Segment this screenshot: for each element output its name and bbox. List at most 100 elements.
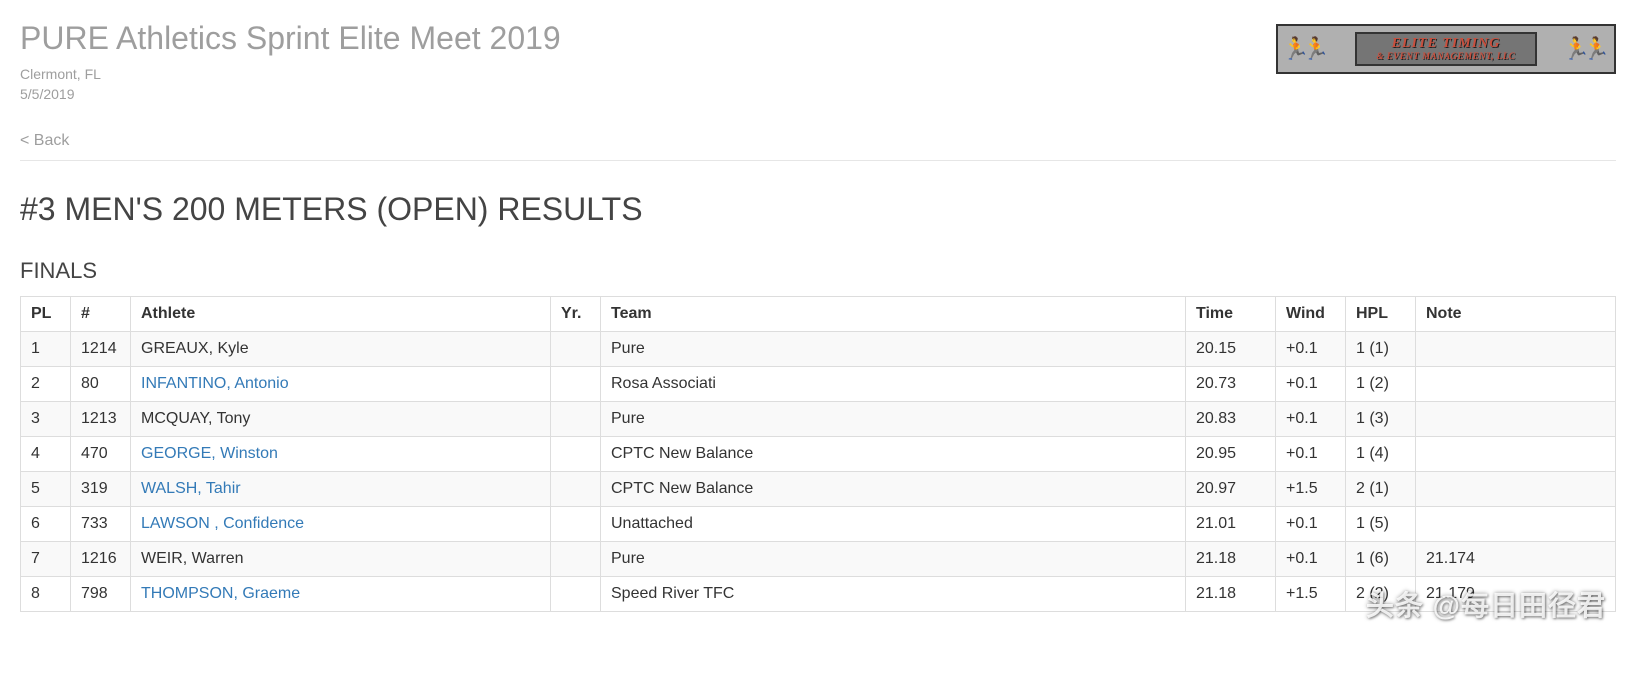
cell-hpl: 1 (4) — [1346, 437, 1416, 472]
cell-note — [1416, 332, 1616, 367]
cell-team: Unattached — [601, 507, 1186, 542]
runner-icon: 🏃 — [1583, 36, 1610, 62]
table-row: 6733LAWSON , ConfidenceUnattached21.01+0… — [21, 507, 1616, 542]
athlete-link[interactable]: LAWSON , Confidence — [141, 515, 304, 532]
cell-pl: 6 — [21, 507, 71, 542]
cell-time: 20.73 — [1186, 367, 1276, 402]
cell-note — [1416, 437, 1616, 472]
cell-pl: 3 — [21, 402, 71, 437]
cell-num: 1216 — [71, 542, 131, 577]
cell-pl: 7 — [21, 542, 71, 577]
meet-title: PURE Athletics Sprint Elite Meet 2019 — [20, 20, 561, 57]
col-header-wind: Wind — [1276, 297, 1346, 332]
cell-team: Pure — [601, 402, 1186, 437]
athlete-link[interactable]: WALSH, Tahir — [141, 480, 241, 497]
col-header-note: Note — [1416, 297, 1616, 332]
cell-wind: +0.1 — [1276, 542, 1346, 577]
cell-num: 1214 — [71, 332, 131, 367]
event-title: #3 MEN'S 200 METERS (OPEN) RESULTS — [20, 191, 1616, 228]
cell-wind: +0.1 — [1276, 507, 1346, 542]
cell-yr — [551, 507, 601, 542]
cell-wind: +1.5 — [1276, 472, 1346, 507]
cell-team: Pure — [601, 332, 1186, 367]
cell-hpl: 1 (2) — [1346, 367, 1416, 402]
col-header-yr: Yr. — [551, 297, 601, 332]
section-title: FINALS — [20, 258, 1616, 284]
cell-note: 21.179 — [1416, 577, 1616, 612]
results-table: PL # Athlete Yr. Team Time Wind HPL Note… — [20, 296, 1616, 612]
cell-note — [1416, 367, 1616, 402]
cell-wind: +0.1 — [1276, 402, 1346, 437]
runner-icon: 🏃 — [1302, 36, 1329, 62]
cell-time: 20.83 — [1186, 402, 1276, 437]
table-row: 5319 WALSH, Tahir CPTC New Balance20.97+1.… — [21, 472, 1616, 507]
col-header-team: Team — [601, 297, 1186, 332]
cell-athlete: THOMPSON, Graeme — [131, 577, 551, 612]
table-row: 4470 GEORGE, Winston CPTC New Balance20.95… — [21, 437, 1616, 472]
col-header-time: Time — [1186, 297, 1276, 332]
cell-time: 20.15 — [1186, 332, 1276, 367]
back-link[interactable]: < Back — [20, 132, 69, 150]
cell-team: Rosa Associati — [601, 367, 1186, 402]
col-header-athlete: Athlete — [131, 297, 551, 332]
meet-location: Clermont, FL — [20, 65, 561, 85]
cell-num: 80 — [71, 367, 131, 402]
table-header: PL # Athlete Yr. Team Time Wind HPL Note — [21, 297, 1616, 332]
cell-hpl: 1 (5) — [1346, 507, 1416, 542]
cell-pl: 2 — [21, 367, 71, 402]
logo-line1: ELITE TIMING — [1377, 36, 1516, 51]
cell-num: 470 — [71, 437, 131, 472]
col-header-hpl: HPL — [1346, 297, 1416, 332]
cell-yr — [551, 437, 601, 472]
page-header: PURE Athletics Sprint Elite Meet 2019 Cl… — [20, 20, 1616, 104]
cell-athlete: GREAUX, Kyle — [131, 332, 551, 367]
cell-yr — [551, 577, 601, 612]
table-row: 280 INFANTINO, Antonio Rosa Associati20.73… — [21, 367, 1616, 402]
cell-time: 20.97 — [1186, 472, 1276, 507]
cell-yr — [551, 402, 601, 437]
cell-athlete: INFANTINO, Antonio — [131, 367, 551, 402]
cell-time: 20.95 — [1186, 437, 1276, 472]
cell-pl: 5 — [21, 472, 71, 507]
cell-wind: +0.1 — [1276, 437, 1346, 472]
cell-team: CPTC New Balance — [601, 472, 1186, 507]
cell-num: 733 — [71, 507, 131, 542]
athlete-link[interactable]: INFANTINO, Antonio — [141, 375, 289, 392]
cell-pl: 1 — [21, 332, 71, 367]
cell-wind: +0.1 — [1276, 332, 1346, 367]
athlete-link[interactable]: THOMPSON, Graeme — [141, 585, 300, 602]
cell-pl: 4 — [21, 437, 71, 472]
table-row: 71216WEIR, Warren Pure21.18+0.11 (6)21.17… — [21, 542, 1616, 577]
cell-athlete: WALSH, Tahir — [131, 472, 551, 507]
cell-note — [1416, 507, 1616, 542]
cell-hpl: 1 (6) — [1346, 542, 1416, 577]
cell-num: 1213 — [71, 402, 131, 437]
cell-hpl: 1 (1) — [1346, 332, 1416, 367]
logo-text-box: ELITE TIMING & EVENT MANAGEMENT, LLC — [1355, 32, 1538, 65]
cell-team: Pure — [601, 542, 1186, 577]
cell-team: Speed River TFC — [601, 577, 1186, 612]
cell-yr — [551, 472, 601, 507]
cell-time: 21.18 — [1186, 542, 1276, 577]
sponsor-logo: 🏃 🏃 ELITE TIMING & EVENT MANAGEMENT, LLC… — [1276, 24, 1616, 74]
cell-yr — [551, 332, 601, 367]
cell-num: 319 — [71, 472, 131, 507]
cell-team: CPTC New Balance — [601, 437, 1186, 472]
cell-wind: +1.5 — [1276, 577, 1346, 612]
table-row: 8798THOMPSON, GraemeSpeed River TFC21.18… — [21, 577, 1616, 612]
cell-athlete: MCQUAY, Tony — [131, 402, 551, 437]
cell-hpl: 1 (3) — [1346, 402, 1416, 437]
cell-athlete: WEIR, Warren — [131, 542, 551, 577]
cell-hpl: 2 (1) — [1346, 472, 1416, 507]
cell-note: 21.174 — [1416, 542, 1616, 577]
cell-athlete: GEORGE, Winston — [131, 437, 551, 472]
table-row: 31213MCQUAY, Tony Pure20.83+0.11 (3) — [21, 402, 1616, 437]
athlete-link[interactable]: GEORGE, Winston — [141, 445, 278, 462]
table-body: 11214GREAUX, KylePure20.15+0.11 (1)280IN… — [21, 332, 1616, 612]
cell-athlete: LAWSON , Confidence — [131, 507, 551, 542]
table-row: 11214GREAUX, Kyle Pure20.15+0.11 (1) — [21, 332, 1616, 367]
col-header-num: # — [71, 297, 131, 332]
cell-pl: 8 — [21, 577, 71, 612]
cell-num: 798 — [71, 577, 131, 612]
cell-note — [1416, 472, 1616, 507]
